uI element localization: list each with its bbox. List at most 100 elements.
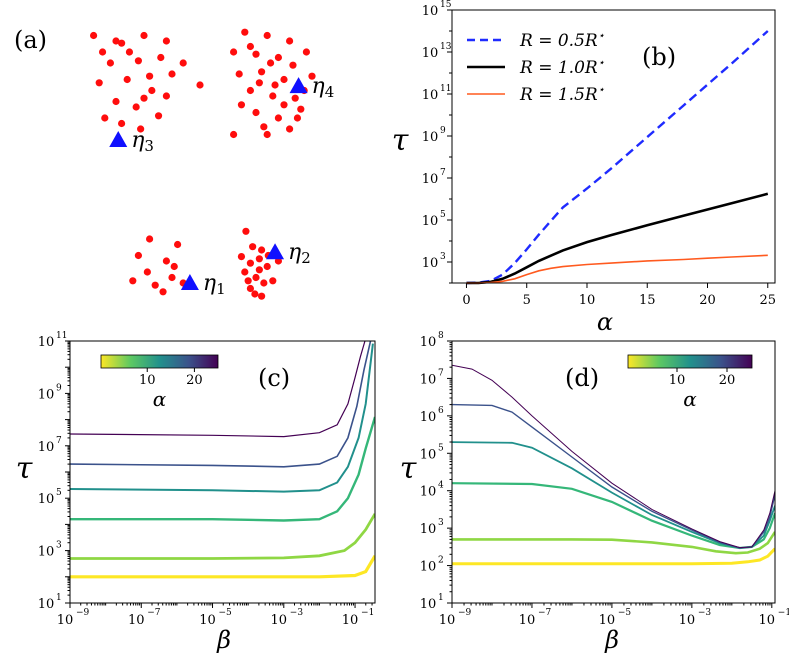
legend-label-text: R = 1.0R	[519, 58, 598, 78]
cluster-2-point	[237, 101, 246, 109]
cluster-1-point	[148, 86, 156, 95]
y-tick-label: 10	[38, 335, 55, 350]
x-tick-label: 10	[342, 613, 359, 628]
cluster-1-point	[137, 125, 145, 133]
cluster-2-point	[230, 48, 238, 56]
panel-a-label: (a)	[14, 26, 47, 54]
cluster-3-point	[134, 251, 142, 260]
cluster-4-point	[252, 273, 260, 282]
series-line	[452, 441, 775, 549]
x-tick-exponent: −3	[290, 608, 304, 618]
series-line	[466, 30, 769, 285]
y-tick-label: 10	[422, 256, 439, 271]
legend-label-text: R = 0.5R	[519, 31, 598, 51]
panel-c-ylabel: τ	[16, 451, 33, 486]
colorbar-gradient	[627, 354, 753, 369]
panel-d-axes: 10 −9 10 −7 10 −5 10 −3 10 −110 110 210 310 410 510 610…	[420, 331, 789, 628]
y-tick-exponent: 4	[438, 481, 444, 491]
x-tick-label: 10	[679, 613, 696, 628]
colorbar-gradient	[100, 354, 219, 369]
panel-b-label: (b)	[642, 43, 676, 71]
panel-b-series	[466, 30, 769, 285]
cluster-2-point	[263, 130, 271, 139]
x-tick-label: 10	[57, 613, 74, 628]
cluster-1-point	[123, 75, 131, 84]
y-tick-label: 10	[422, 88, 439, 103]
cluster-marker-triangle	[289, 77, 308, 94]
cluster-2-point	[274, 53, 282, 62]
x-tick-exponent: −7	[538, 608, 552, 618]
cluster-marker-triangle	[266, 243, 285, 260]
y-tick-label: 10	[38, 492, 55, 507]
legend-label-star: ⋆	[598, 56, 605, 69]
cluster-2-point	[302, 48, 310, 56]
cluster-2-point	[297, 105, 305, 113]
series-line	[452, 531, 775, 555]
cluster-2-point	[293, 114, 302, 122]
cluster-1-point	[106, 59, 114, 67]
cluster-2-point	[269, 92, 277, 100]
panel-d-ylabel: τ	[400, 451, 417, 486]
panel-b-legend: R = 0.5R⋆R = 1.0R⋆R = 1.5R⋆	[467, 29, 605, 105]
x-tick-exponent: −1	[778, 608, 789, 618]
cluster-2-point	[252, 108, 260, 117]
cluster-4-point	[246, 259, 254, 267]
x-tick-label: 5	[523, 293, 531, 308]
cluster-1-point	[168, 70, 176, 78]
x-tick-label: 10	[439, 613, 456, 628]
panel-d-series	[452, 364, 775, 566]
cluster-4-point	[246, 284, 254, 293]
series-line	[70, 343, 374, 493]
y-tick-exponent: 6	[438, 406, 444, 416]
cluster-2-point	[274, 114, 282, 122]
cluster-1-point	[162, 37, 170, 45]
cluster-marker-triangle	[109, 131, 128, 147]
y-tick-label: 10	[420, 447, 437, 462]
cluster-2-point	[241, 28, 249, 36]
cluster-4-point	[255, 255, 263, 263]
y-tick-label: 10	[420, 485, 437, 500]
cluster-1-point	[196, 81, 204, 89]
cluster-4-point	[251, 290, 259, 298]
panel-b-ylabel: τ	[392, 123, 409, 158]
y-tick-exponent: 15	[440, 0, 452, 10]
legend-label-star: ⋆	[598, 29, 605, 42]
y-tick-exponent: 3	[438, 518, 444, 528]
cluster-2-point	[308, 72, 316, 80]
panel-b-frame	[451, 9, 776, 284]
y-tick-exponent: 9	[440, 126, 446, 136]
cluster-2-point	[286, 125, 294, 133]
x-tick-label: 10	[199, 613, 216, 628]
cluster-1-point	[98, 48, 107, 56]
cluster-2-point	[260, 123, 268, 131]
x-tick-label: 10	[271, 613, 288, 628]
y-tick-label: 10	[422, 130, 439, 145]
y-tick-label: 10	[420, 597, 437, 612]
cluster-1-point	[95, 79, 103, 87]
y-tick-exponent: 13	[440, 42, 452, 52]
y-tick-exponent: 2	[438, 556, 444, 566]
cluster-4-point	[263, 262, 271, 271]
cluster-2-point	[266, 59, 275, 67]
cluster-label-sub: 1	[216, 280, 226, 298]
cluster-4-point	[255, 266, 263, 274]
panel-c-series	[70, 341, 375, 579]
y-tick-label: 10	[420, 522, 437, 537]
cluster-label-sub: 2	[301, 249, 311, 267]
cluster-3-point	[162, 257, 170, 265]
colorbar-tick-label: 10	[139, 373, 156, 388]
y-tick-exponent: 3	[56, 541, 62, 551]
y-tick-exponent: 11	[440, 84, 451, 94]
panel-d-frame	[451, 340, 776, 604]
cluster-4-point	[244, 277, 252, 285]
x-tick-exponent: −9	[76, 608, 90, 618]
cluster-3-point	[151, 281, 159, 289]
x-tick-exponent: −5	[219, 608, 233, 618]
cluster-4-point	[241, 268, 249, 276]
y-tick-label: 10	[420, 410, 437, 425]
legend-label: R = 1.5R⋆	[519, 83, 605, 105]
